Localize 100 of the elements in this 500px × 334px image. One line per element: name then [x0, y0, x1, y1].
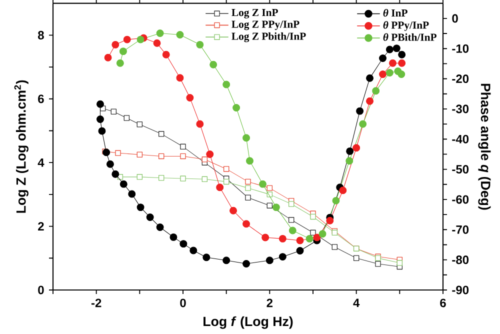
- point: [110, 108, 117, 114]
- point: [352, 144, 360, 152]
- legend-label: θ InP: [383, 9, 408, 17]
- y-axis-title: Log Z (Log ohm.cm$^{2}$): [14, 80, 28, 213]
- point: [158, 175, 164, 181]
- point: [278, 234, 286, 242]
- point: [102, 148, 110, 156]
- point: [96, 115, 104, 123]
- point: [158, 153, 164, 160]
- y2-tick-label: 0: [452, 14, 458, 23]
- y2-tick-label: -90: [452, 286, 469, 294]
- point: [136, 36, 144, 44]
- point: [223, 166, 230, 172]
- point: [379, 70, 386, 78]
- y2-tick-label: -10: [452, 44, 469, 53]
- point: [278, 253, 286, 261]
- x-tick-label: 2: [266, 298, 273, 308]
- point: [258, 180, 266, 188]
- x-tick-label: 6: [440, 298, 446, 308]
- y2-tick-label: -50: [452, 165, 469, 174]
- point: [158, 131, 164, 137]
- point: [196, 40, 204, 48]
- y2-tick-label: -80: [452, 256, 469, 264]
- point: [396, 260, 403, 266]
- legend-label: Log Z InP: [232, 9, 278, 18]
- point: [176, 30, 184, 38]
- point: [116, 59, 124, 67]
- point: [98, 127, 106, 135]
- point: [346, 157, 354, 165]
- point: [242, 220, 250, 228]
- point: [206, 150, 214, 158]
- point: [245, 185, 251, 191]
- point: [326, 216, 334, 224]
- point: [296, 247, 304, 254]
- point: [123, 36, 131, 44]
- legend-label: Log Z PPy/InP: [232, 20, 300, 30]
- point: [162, 50, 170, 58]
- point: [156, 223, 164, 231]
- point: [372, 87, 380, 95]
- point: [266, 185, 273, 191]
- y2-tick-label: -30: [452, 104, 469, 114]
- point: [398, 50, 406, 58]
- point: [202, 176, 208, 182]
- point: [332, 196, 340, 204]
- point: [124, 115, 130, 121]
- point: [230, 206, 238, 214]
- y2-tick-label: -40: [452, 134, 469, 144]
- point: [186, 94, 194, 102]
- point: [136, 152, 143, 158]
- y-tick-label: 8: [38, 30, 44, 40]
- point: [170, 233, 178, 241]
- point: [156, 29, 164, 37]
- point: [245, 178, 251, 185]
- point: [398, 59, 406, 67]
- point: [386, 46, 394, 54]
- point: [210, 60, 218, 68]
- point: [222, 256, 230, 264]
- point: [366, 74, 374, 82]
- y-tick-label: 0: [38, 286, 44, 294]
- point: [96, 100, 104, 108]
- point: [288, 217, 294, 223]
- point: [242, 134, 250, 142]
- point: [202, 156, 208, 162]
- point: [242, 260, 250, 268]
- point: [296, 236, 304, 244]
- point: [366, 97, 374, 105]
- point: [202, 254, 210, 262]
- point: [180, 240, 188, 248]
- point: [332, 244, 338, 250]
- point: [262, 234, 270, 242]
- y2-tick-label: -70: [452, 225, 469, 234]
- point: [288, 201, 294, 207]
- point: [313, 234, 321, 242]
- y-tick-label: 6: [38, 94, 44, 104]
- y2-axis-title: Phase angle q (Deg): [478, 84, 491, 210]
- point: [245, 194, 251, 200]
- point: [136, 204, 144, 212]
- point: [388, 59, 396, 67]
- point: [104, 54, 112, 62]
- point: [136, 121, 143, 128]
- point: [180, 144, 186, 150]
- y-tick-label: 2: [38, 222, 44, 230]
- point: [356, 107, 364, 115]
- point: [272, 204, 280, 212]
- point: [288, 226, 296, 234]
- point: [353, 255, 360, 262]
- point: [318, 230, 326, 238]
- point: [392, 44, 400, 52]
- point: [386, 69, 394, 76]
- point: [266, 256, 274, 264]
- point: [128, 190, 136, 198]
- point: [310, 230, 316, 236]
- point: [339, 186, 347, 194]
- x-tick-label: -2: [91, 298, 102, 308]
- point: [106, 160, 114, 168]
- point: [180, 176, 186, 182]
- point: [379, 54, 386, 62]
- legend-label: θ PBith/InP: [383, 33, 436, 41]
- point: [375, 261, 381, 267]
- point: [310, 214, 316, 220]
